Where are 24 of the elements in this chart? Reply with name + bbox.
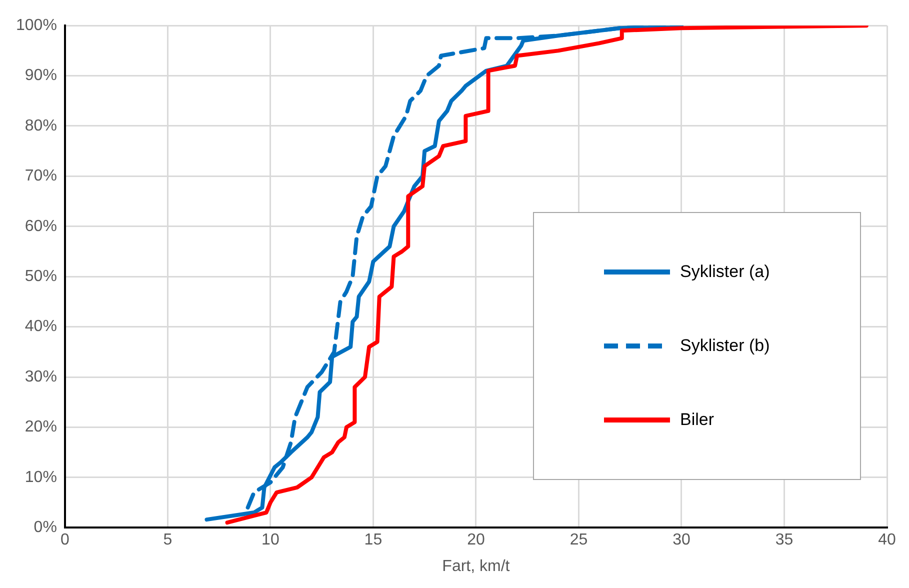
- y-tick-label: 20%: [24, 418, 57, 436]
- y-tick-label: 50%: [24, 268, 57, 286]
- x-axis-title: Fart, km/t: [442, 558, 510, 575]
- x-tick-label: 40: [878, 532, 896, 549]
- legend-label: Biler: [680, 410, 714, 430]
- y-tick-label: 0%: [34, 519, 57, 536]
- legend-label: Syklister (a): [680, 262, 770, 282]
- y-tick-label: 100%: [16, 17, 57, 34]
- y-tick-label: 70%: [24, 168, 57, 185]
- legend-label: Syklister (b): [680, 336, 770, 356]
- x-tick-label: 20: [467, 532, 485, 549]
- x-tick-label: 25: [570, 532, 588, 549]
- x-tick-label: 30: [672, 532, 690, 549]
- y-tick-label: 80%: [24, 117, 57, 134]
- y-tick-label: 10%: [24, 468, 57, 486]
- x-tick-label: 15: [364, 532, 382, 549]
- y-tick-label: 40%: [24, 318, 57, 336]
- y-tick-label: 30%: [24, 368, 57, 386]
- x-tick-label: 5: [163, 532, 172, 549]
- y-tick-label: 60%: [24, 218, 57, 235]
- x-tick-label: 0: [60, 532, 70, 549]
- y-tick-label: 90%: [24, 67, 57, 84]
- x-tick-label: 10: [262, 532, 280, 549]
- x-tick-label: 35: [775, 532, 794, 549]
